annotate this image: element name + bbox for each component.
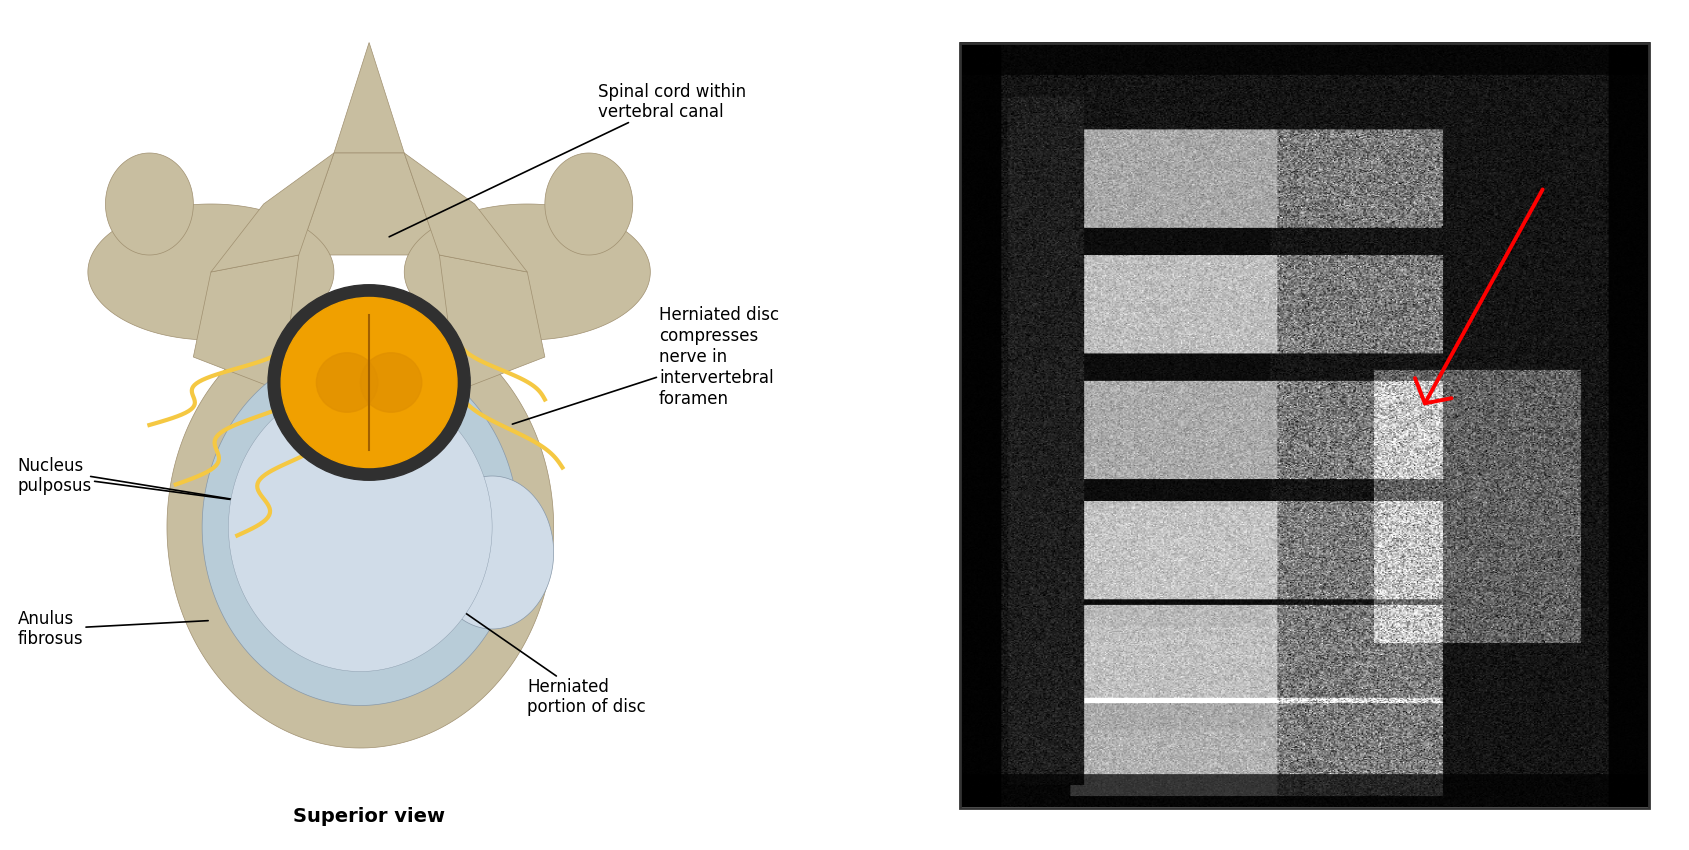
Text: Herniated
portion of disc: Herniated portion of disc <box>441 597 645 717</box>
Polygon shape <box>404 153 527 272</box>
Text: Superior view: Superior view <box>292 807 444 825</box>
Bar <box>959 42 1648 807</box>
Text: Nucleus
pulposus: Nucleus pulposus <box>17 456 243 502</box>
Text: Spinal cord within
vertebral canal: Spinal cord within vertebral canal <box>388 82 745 237</box>
Polygon shape <box>299 153 439 255</box>
Polygon shape <box>439 255 544 391</box>
Text: Herniated disc
compresses
nerve in
intervertebral
foramen: Herniated disc compresses nerve in inter… <box>512 306 779 424</box>
Text: Anulus
fibrosus: Anulus fibrosus <box>17 609 208 649</box>
Polygon shape <box>228 382 491 672</box>
Polygon shape <box>88 204 334 340</box>
Polygon shape <box>203 348 519 706</box>
Polygon shape <box>105 153 193 255</box>
Circle shape <box>269 285 470 480</box>
Polygon shape <box>404 204 650 340</box>
Polygon shape <box>544 153 632 255</box>
Circle shape <box>360 353 422 412</box>
Polygon shape <box>167 306 554 748</box>
Polygon shape <box>431 476 554 629</box>
Polygon shape <box>193 255 299 391</box>
Polygon shape <box>334 42 404 153</box>
Circle shape <box>280 298 456 468</box>
Polygon shape <box>211 153 334 272</box>
Circle shape <box>316 353 378 412</box>
